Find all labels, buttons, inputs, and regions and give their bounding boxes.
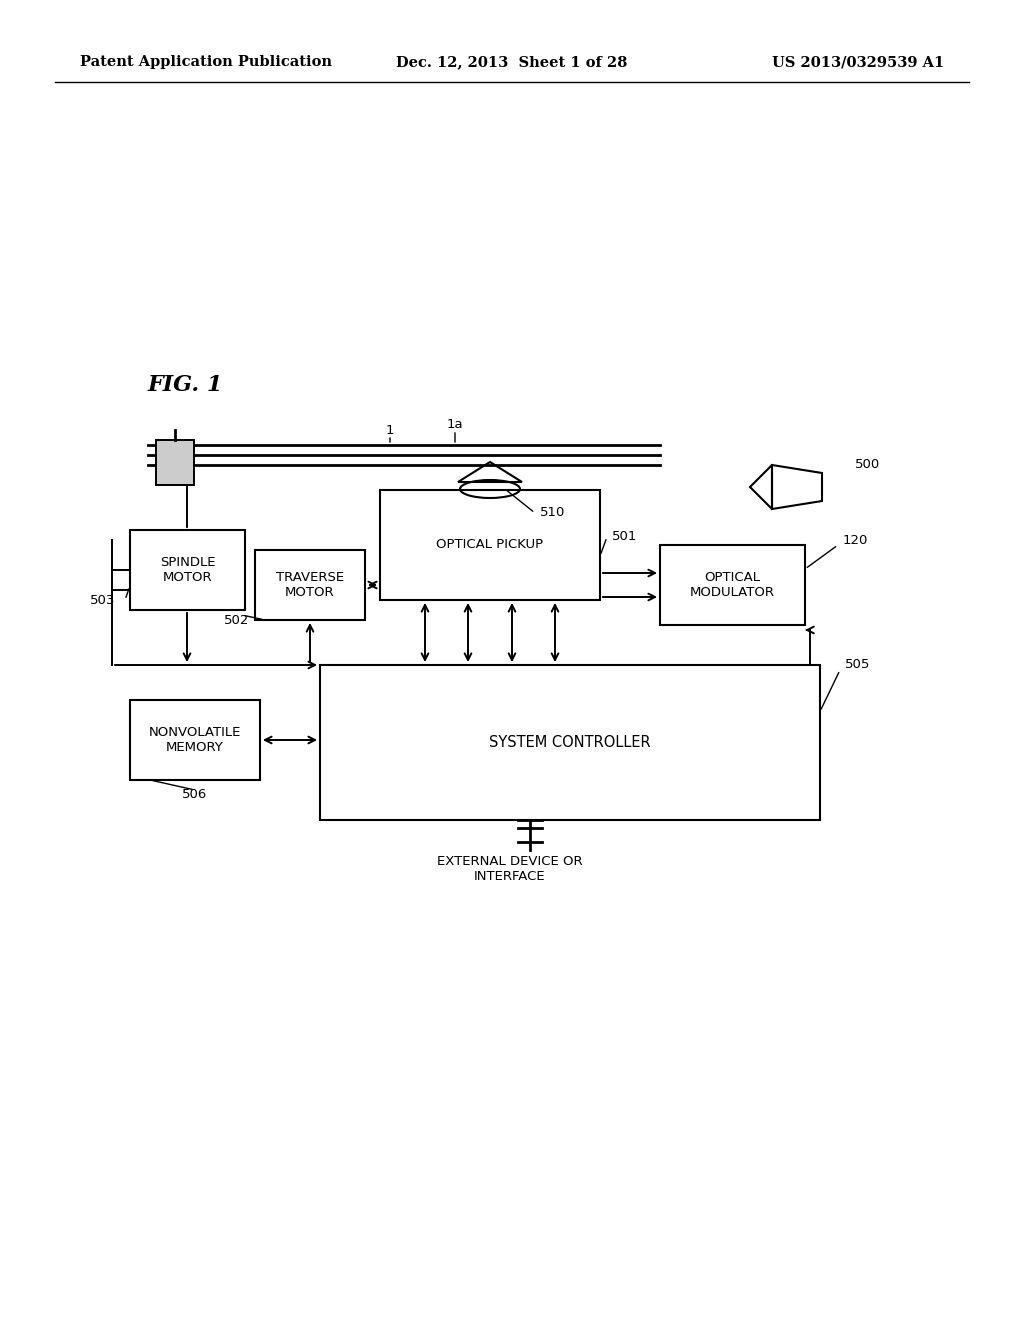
Text: EXTERNAL DEVICE OR
INTERFACE: EXTERNAL DEVICE OR INTERFACE bbox=[437, 855, 583, 883]
Text: 1a: 1a bbox=[446, 418, 463, 432]
Text: US 2013/0329539 A1: US 2013/0329539 A1 bbox=[772, 55, 944, 69]
Bar bbox=[660, 545, 805, 624]
Text: Patent Application Publication: Patent Application Publication bbox=[80, 55, 332, 69]
Text: 120: 120 bbox=[843, 533, 868, 546]
Text: OPTICAL PICKUP: OPTICAL PICKUP bbox=[436, 539, 544, 552]
Text: 500: 500 bbox=[855, 458, 881, 471]
Bar bbox=[319, 665, 820, 820]
Text: 505: 505 bbox=[845, 659, 870, 672]
Text: FIG. 1: FIG. 1 bbox=[148, 374, 223, 396]
Text: Dec. 12, 2013  Sheet 1 of 28: Dec. 12, 2013 Sheet 1 of 28 bbox=[396, 55, 628, 69]
Text: SYSTEM CONTROLLER: SYSTEM CONTROLLER bbox=[489, 735, 651, 750]
Text: 502: 502 bbox=[224, 614, 250, 627]
Text: SPINDLE
MOTOR: SPINDLE MOTOR bbox=[160, 556, 215, 583]
Bar bbox=[255, 550, 365, 620]
Bar bbox=[156, 440, 194, 484]
Bar bbox=[130, 531, 245, 610]
Text: TRAVERSE
MOTOR: TRAVERSE MOTOR bbox=[275, 572, 344, 599]
Text: 503: 503 bbox=[90, 594, 115, 606]
Text: 501: 501 bbox=[612, 531, 637, 544]
Text: OPTICAL
MODULATOR: OPTICAL MODULATOR bbox=[690, 572, 775, 599]
Bar bbox=[130, 700, 260, 780]
Text: 510: 510 bbox=[540, 507, 565, 520]
Text: NONVOLATILE
MEMORY: NONVOLATILE MEMORY bbox=[148, 726, 242, 754]
Text: 506: 506 bbox=[182, 788, 208, 801]
Bar bbox=[380, 490, 600, 601]
Text: 1: 1 bbox=[386, 424, 394, 437]
